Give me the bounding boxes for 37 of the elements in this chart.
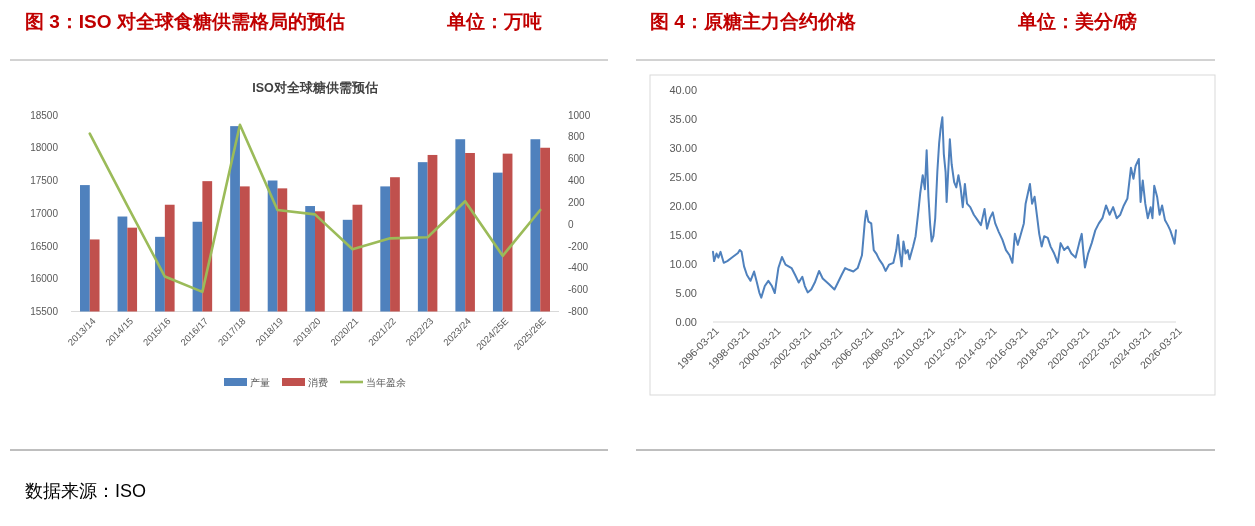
legend-label: 产量	[250, 376, 270, 388]
y2-tick-label: 200	[568, 196, 586, 208]
y2-tick-label: -800	[568, 306, 589, 317]
chart-title: 图 3：ISO 对全球食糖供需格局的预估	[25, 11, 345, 32]
y-tick-label: 5.00	[675, 286, 697, 299]
y-tick-label: 17000	[30, 207, 59, 219]
y2-tick-label: -600	[568, 284, 589, 296]
y2-tick-label: 600	[568, 153, 586, 165]
y-tick-label: 15.00	[669, 228, 697, 241]
legend-label: 当年盈余	[366, 376, 406, 388]
y-tick-label: 16000	[30, 273, 59, 285]
y2-tick-label: 800	[568, 131, 586, 143]
y-tick-label: 25.00	[669, 170, 697, 183]
y-tick-label: 18000	[30, 142, 59, 154]
y-tick-label: 15500	[30, 306, 59, 317]
y-tick-label: 16500	[30, 240, 59, 252]
y-tick-label: 40.00	[669, 83, 697, 96]
y-tick-label: 18500	[30, 109, 59, 121]
y-tick-label: 0.00	[675, 315, 697, 328]
y2-tick-label: -400	[568, 262, 589, 274]
y-tick-label: 10.00	[669, 257, 697, 270]
line-series	[712, 116, 1177, 299]
y-tick-label: 30.00	[669, 141, 697, 154]
y2-tick-label: -200	[568, 240, 589, 252]
text: 单位：万吨	[446, 11, 542, 32]
chart-title: 图 4：原糖主力合约价格	[650, 11, 857, 32]
source-note: 数据来源：ISO	[25, 481, 147, 501]
line-series	[88, 123, 542, 294]
chart-subtitle: ISO对全球糖供需预估	[252, 80, 378, 95]
y2-tick-label: 0	[568, 218, 574, 230]
text: 单位：美分/磅	[1017, 11, 1138, 32]
y2-tick-label: 400	[568, 175, 586, 186]
y-tick-label: 17500	[30, 175, 59, 186]
y-tick-label: 20.00	[669, 199, 697, 212]
y2-tick-label: 1000	[568, 109, 591, 121]
y-tick-label: 35.00	[669, 112, 697, 125]
legend-label: 消费	[308, 376, 328, 388]
